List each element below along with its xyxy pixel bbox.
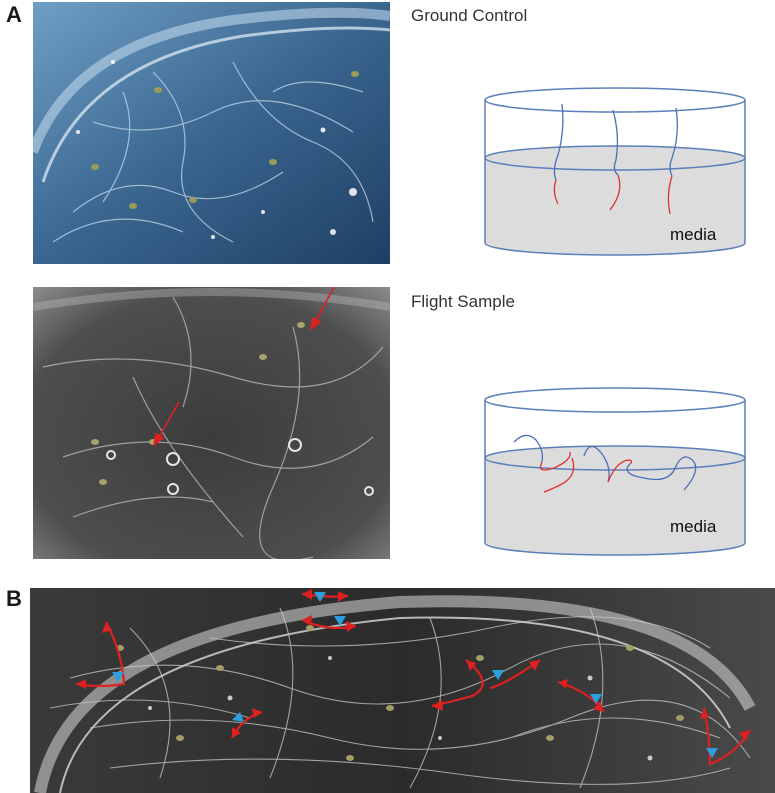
root-shoot-3	[669, 107, 678, 177]
red-arrowhead	[739, 730, 750, 741]
vessel-media	[485, 158, 745, 255]
root-shoot-1	[513, 434, 544, 463]
media-surface	[484, 445, 746, 471]
ground-control-photo	[33, 2, 390, 264]
blue-arrowhead	[112, 672, 124, 682]
vessel-rim	[484, 87, 746, 113]
root-trace	[75, 621, 126, 688]
root-tip-2	[543, 457, 575, 493]
root-tip-3	[667, 175, 673, 215]
panel-b-petri-photo	[30, 588, 775, 793]
vessel-media	[485, 458, 745, 555]
ground-control-vessel-diagram: media	[484, 87, 746, 256]
ground-control-media-label: media	[670, 225, 717, 244]
red-arrowhead	[346, 621, 356, 632]
red-arrowhead	[76, 679, 86, 689]
root-shoot-2	[583, 445, 610, 483]
red-arrowhead	[102, 622, 112, 633]
red-arrowhead	[466, 660, 476, 671]
blue-arrowhead	[314, 592, 326, 602]
flight-sample-photo	[33, 287, 390, 559]
red-arrowhead	[529, 660, 540, 671]
red-arrowhead	[700, 708, 709, 719]
root-shoot-3	[626, 456, 697, 491]
blue-arrowhead	[590, 694, 602, 704]
panel-letter-a: A	[6, 2, 22, 27]
root-tip-2	[609, 174, 621, 211]
red-arrowhead	[232, 727, 241, 738]
vessel-rim	[484, 387, 746, 413]
root-shoot-2	[612, 109, 619, 176]
panel-letter-b: B	[6, 586, 22, 611]
blue-arrowhead	[492, 670, 504, 680]
flight-sample-title: Flight Sample	[411, 292, 515, 311]
root-shoot-1	[553, 103, 564, 181]
root-tip-1	[553, 179, 559, 205]
red-arrowhead	[302, 589, 312, 600]
red-arrowhead	[302, 615, 312, 626]
root-tip-1	[539, 451, 571, 471]
blue-arrowhead	[706, 748, 718, 758]
root-tip-3	[607, 459, 633, 483]
ground-control-title: Ground Control	[411, 6, 528, 25]
root-trace	[431, 659, 484, 708]
red-arrowhead	[558, 679, 568, 689]
red-arrowhead	[252, 708, 262, 718]
blue-arrowhead	[334, 616, 346, 626]
flight-sample-media-label: media	[670, 517, 717, 536]
flight-sample-vessel-diagram: media	[484, 387, 746, 556]
red-arrowhead	[338, 591, 348, 602]
blue-arrowhead	[232, 712, 244, 722]
root-trace	[702, 707, 751, 766]
red-arrowhead	[432, 700, 443, 711]
red-arrowhead	[593, 701, 604, 712]
